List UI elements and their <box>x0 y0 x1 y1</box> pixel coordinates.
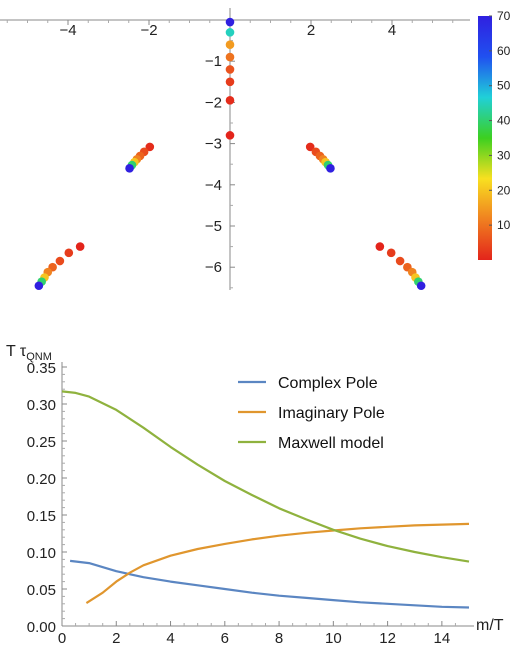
pole-point <box>375 242 385 251</box>
pole-point <box>305 142 315 152</box>
pole-point <box>386 248 396 258</box>
pole-point <box>225 52 235 62</box>
x-tick-label: 4 <box>166 630 174 645</box>
x-tick-label: 0 <box>58 630 66 645</box>
pole-point <box>55 256 65 266</box>
colorbar-strip <box>478 16 492 260</box>
x-tick-label: 14 <box>434 630 451 645</box>
pole-point <box>225 77 235 87</box>
colorbar-tick-label: 60 <box>497 44 511 58</box>
pole-point <box>225 40 235 50</box>
series-line-0 <box>69 559 470 609</box>
y-tick-label: −5 <box>205 218 222 235</box>
colorbar-tick-label: 30 <box>497 148 511 162</box>
y-tick-label: −2 <box>205 94 222 111</box>
colorbar-tick-label: 10 <box>497 218 511 232</box>
colorbar-tick-label: 50 <box>497 79 511 93</box>
pole-point <box>225 65 235 74</box>
y-tick-label: 0.05 <box>27 582 56 599</box>
y-tick-label: −3 <box>205 136 222 153</box>
x-tick-label: 6 <box>221 630 229 645</box>
pole-point <box>225 28 235 37</box>
legend-label: Maxwell model <box>278 435 384 452</box>
legend-label: Complex Pole <box>278 375 378 392</box>
x-tick-label: 4 <box>388 22 396 39</box>
y-tick-label: −1 <box>205 53 222 70</box>
y-tick-label: 0.30 <box>27 397 56 414</box>
x-axis-label: m/T <box>476 617 504 634</box>
y-tick-label: 0.00 <box>27 619 56 636</box>
pole-point <box>326 164 335 173</box>
y-tick-label: 0.25 <box>27 434 56 451</box>
series-line-1 <box>85 522 470 605</box>
colorbar-tick-label: 70 <box>497 9 511 23</box>
y-tick-label: −6 <box>205 259 222 276</box>
pole-point <box>34 281 44 291</box>
x-tick-label: 10 <box>325 630 342 645</box>
pole-point <box>225 131 235 140</box>
pole-point <box>416 281 426 291</box>
x-tick-label: 8 <box>275 630 283 645</box>
y-axis-label: T τQNM <box>6 343 52 363</box>
pole-scatter-chart: −4 −2 2 4 −1 −2 −3 −4 −5 −6 <box>0 8 470 291</box>
series-line-2 <box>61 390 470 563</box>
x-tick-label: −4 <box>59 22 76 39</box>
pole-point <box>225 96 235 105</box>
pole-point <box>75 242 85 251</box>
y-tick-label: 0.10 <box>27 545 56 562</box>
x-tick-label: 12 <box>379 630 396 645</box>
y-tick-label: 0.15 <box>27 508 56 525</box>
x-tick-label: −2 <box>140 22 157 39</box>
pole-point <box>64 248 74 258</box>
colorbar: 10 20 30 40 50 60 70 <box>478 9 511 260</box>
colorbar-tick-label: 20 <box>497 183 511 197</box>
legend-label: Imaginary Pole <box>278 405 385 422</box>
x-tick-label: 2 <box>112 630 120 645</box>
pole-point <box>395 256 405 266</box>
pole-point <box>225 17 235 27</box>
y-tick-label: −4 <box>205 177 222 194</box>
pole-point <box>125 164 134 173</box>
pole-point <box>145 142 155 152</box>
relaxation-time-chart: 0.00 0.05 0.10 0.15 0.20 0.25 0.30 0.35 0 2 4 6 8 10 1… <box>6 343 504 645</box>
y-tick-label: 0.35 <box>27 360 56 377</box>
colorbar-tick-label: 40 <box>497 114 511 128</box>
x-tick-label: 2 <box>307 22 315 39</box>
y-tick-label: 0.20 <box>27 471 56 488</box>
